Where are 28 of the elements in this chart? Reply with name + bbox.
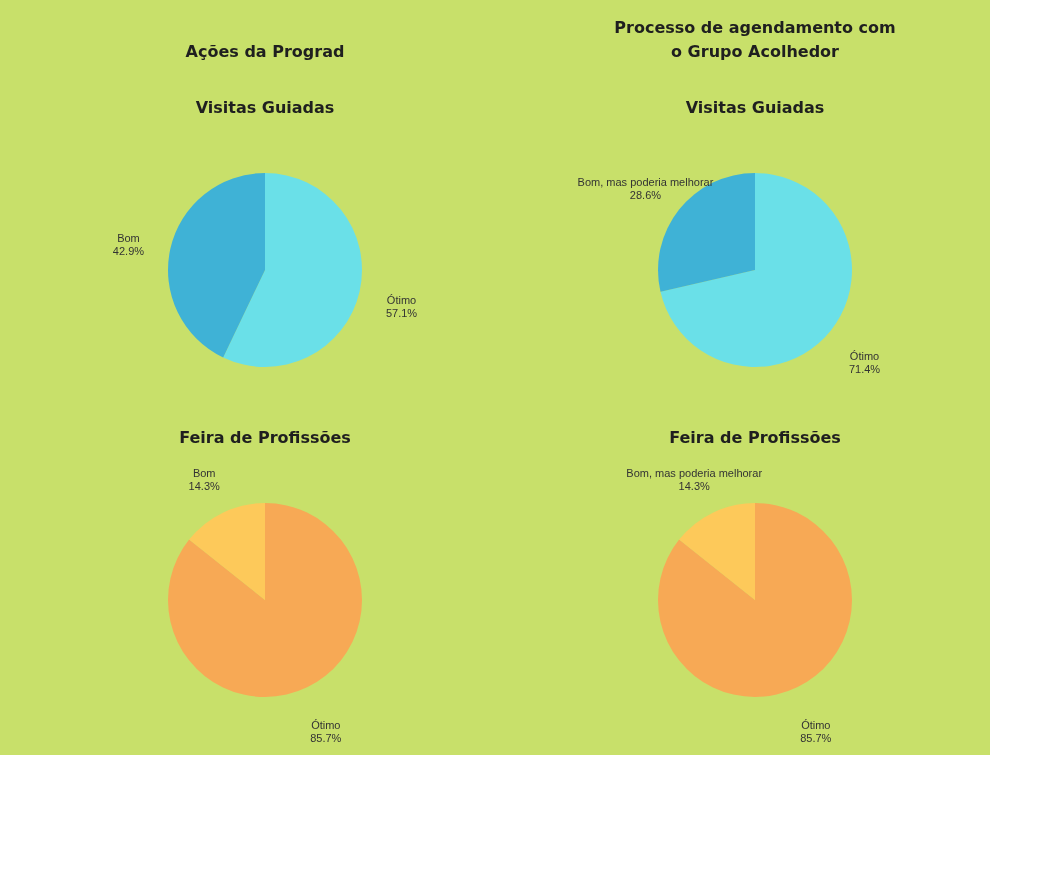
chart-subtitle: Visitas Guiadas	[195, 98, 335, 117]
slice-label: Bom	[117, 232, 140, 245]
slice-label: Bom	[192, 466, 216, 479]
pie-slice	[189, 503, 265, 600]
pie-slice	[658, 503, 852, 697]
data-label: 28.6%	[629, 188, 662, 201]
data-label: 14.3%	[188, 479, 221, 492]
data-label: 71.4%	[848, 363, 881, 376]
slice-label: Ótimo	[311, 719, 341, 732]
chart-title: Feira de Profissões	[179, 428, 351, 447]
data-label: 14.3%	[678, 479, 711, 492]
pie-slice	[168, 503, 362, 697]
slice-label: Ótimo	[849, 350, 880, 363]
chart-title: Ações da Prograd	[185, 42, 345, 61]
data-label: 85.7%	[310, 732, 342, 745]
pie-slice	[168, 173, 265, 358]
slice-label: Bom, mas poderia melhorar	[626, 466, 763, 479]
data-label: 85.7%	[800, 732, 832, 745]
chart-title: Processo de agendamento com o Grupo Acolhedor	[614, 18, 896, 61]
pie-slice	[223, 173, 362, 367]
slice-label: Ótimo	[386, 293, 417, 306]
data-label: 57.1%	[385, 306, 418, 319]
data-label: 42.9%	[112, 245, 145, 258]
pie-slice	[679, 503, 755, 600]
slice-label: Ótimo	[801, 719, 831, 732]
chart-subtitle: Visitas Guiadas	[685, 98, 825, 117]
chart-title: Feira de Profissões	[669, 428, 841, 447]
slice-label: Bom, mas poderia melhorar	[577, 175, 714, 188]
